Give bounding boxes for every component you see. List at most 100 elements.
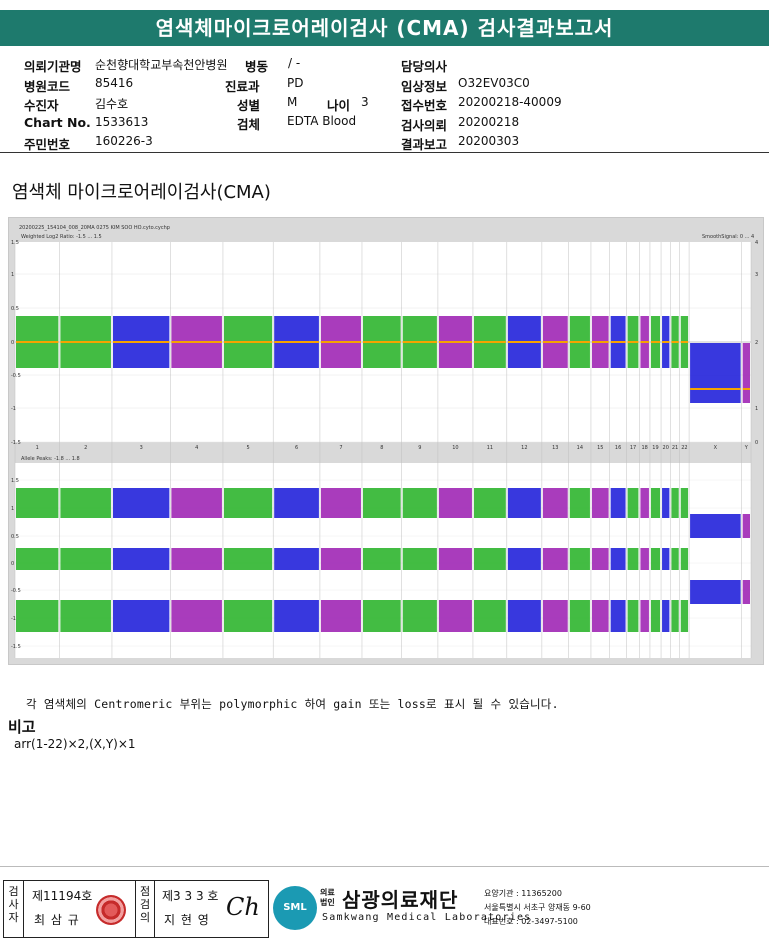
- chr-label-13: 13: [552, 445, 558, 451]
- allele-band-bottom-chr18: [640, 600, 649, 632]
- allele-band-bottom-chr19: [650, 600, 661, 632]
- signature-box: 검사자 제11194호 최 삼 규 점검의 제3 3 3 호 지 현 영 Ch: [3, 880, 269, 938]
- log2-tick--1.5: -1.5: [11, 440, 21, 446]
- allele-band-top-chr13: [542, 488, 568, 518]
- chr-label-9: 9: [418, 445, 421, 451]
- plot-bottom-title: Allele Peaks: -1.8 ... 1.8: [21, 456, 80, 462]
- footer: 검사자 제11194호 최 삼 규 점검의 제3 3 3 호 지 현 영 Ch …: [0, 866, 769, 947]
- allele-band-bottom-chr16: [610, 600, 626, 632]
- chr-label-22: 22: [681, 445, 687, 451]
- chr-label-2: 2: [84, 445, 87, 451]
- allele-band-top-chr15: [591, 488, 609, 518]
- report-date-label: 결과보고: [401, 137, 448, 152]
- allele-band-top-chr20: [662, 488, 670, 518]
- allele-band-mid-chr3: [112, 548, 170, 570]
- smooth-tick-2: 2: [755, 340, 758, 346]
- examinee-value: 김수호: [95, 97, 129, 111]
- allele-band-top-chr8: [362, 488, 401, 518]
- allele-band-bottom-chr10: [438, 600, 472, 632]
- report-title: 염색체마이크로어레이검사 (CMA) 검사결과보고서: [0, 10, 769, 46]
- chr-label-15: 15: [597, 445, 603, 451]
- allele-band-top-chr2: [60, 488, 111, 518]
- allele-band-top-chr12: [507, 488, 541, 518]
- log2-tick--0.5: -0.5: [11, 373, 21, 379]
- allele-band-top-chr22: [680, 488, 689, 518]
- header-divider: [0, 152, 769, 153]
- allele-tick--0.5: -0.5: [11, 588, 21, 594]
- allele-band-mid-chr21: [671, 548, 679, 570]
- smooth-tick-0: 0: [755, 440, 758, 446]
- allele-tick--1.5: -1.5: [11, 644, 21, 650]
- footer-divider: [0, 866, 769, 867]
- chr-label-8: 8: [380, 445, 383, 451]
- request-label: 검사의뢰: [401, 118, 448, 133]
- cma-plot: 20200225_154104_008_20MA 0275 KIM SOO HO…: [8, 217, 764, 665]
- remark-title: 비고: [8, 718, 36, 736]
- allele-band-top-chr14: [569, 488, 590, 518]
- allele-tick-0: 0: [11, 561, 14, 567]
- log2-tick-1.5: 1.5: [11, 240, 19, 246]
- allele-band-mid-chr17: [627, 548, 639, 570]
- allele-band-top-chr6: [274, 488, 319, 518]
- sex-label: 성별: [237, 98, 261, 113]
- allele-band-bottom-chr15: [591, 600, 609, 632]
- remark-text: arr(1-22)×2,(X,Y)×1: [14, 737, 136, 751]
- sex-value: M: [287, 95, 298, 109]
- allele-band-mid-chr11: [473, 548, 506, 570]
- centromeric-note: 각 염색체의 Centromeric 부위는 polymorphic 하여 ga…: [26, 697, 559, 711]
- dept-value: PD: [287, 76, 304, 90]
- allele-band-bottom-chrY: [742, 580, 750, 604]
- chr-label-11: 11: [487, 445, 493, 451]
- chr-label-4: 4: [195, 445, 198, 451]
- chr-label-Y: Y: [744, 445, 749, 451]
- care-code: 요양기관 : 11365200: [484, 889, 562, 898]
- allele-band-bottom-chr6: [274, 600, 319, 632]
- log2-band-chrX: [690, 343, 741, 403]
- rrn-label: 주민번호: [24, 137, 71, 152]
- dept-label: 진료과: [225, 79, 260, 94]
- clinical-value: O32EV03C0: [458, 76, 530, 90]
- allele-band-mid-chr5: [223, 548, 273, 570]
- logo-name: 삼광의료재단: [342, 888, 459, 912]
- chr-label-5: 5: [246, 445, 249, 451]
- allele-tick--1: -1: [11, 616, 16, 622]
- allele-band-bottom-chr7: [320, 600, 361, 632]
- allele-band-bottom-chr1: [16, 600, 59, 632]
- smooth-tick-4: 4: [755, 240, 758, 246]
- allele-band-mid-chr14: [569, 548, 590, 570]
- allele-band-mid-chr9: [402, 548, 437, 570]
- examiner-name: 최 삼 규: [34, 913, 80, 927]
- allele-band-mid-chr4: [171, 548, 222, 570]
- allele-band-bottom-chr13: [542, 600, 568, 632]
- allele-band-top-chr19: [650, 488, 661, 518]
- allele-band-top-chr4: [171, 488, 222, 518]
- allele-band-bottom-chr2: [60, 600, 111, 632]
- allele-band-mid-chr22: [680, 548, 689, 570]
- plot-file-name: 20200225_154104_008_20MA 0275 KIM SOO HO…: [19, 225, 170, 231]
- ward-label: 병동: [245, 59, 269, 74]
- chr-label-21: 21: [672, 445, 678, 451]
- specimen-value: EDTA Blood: [287, 114, 357, 128]
- allele-band-bottom-chr21: [671, 600, 679, 632]
- allele-band-mid-chr8: [362, 548, 401, 570]
- log2-tick-1: 1: [11, 272, 14, 278]
- chart-label: Chart No.: [24, 115, 91, 130]
- chr-label-20: 20: [663, 445, 669, 451]
- allele-band-top-chr1: [16, 488, 59, 518]
- chr-label-6: 6: [295, 445, 298, 451]
- chr-label-10: 10: [452, 445, 458, 451]
- smooth-tick-3: 3: [755, 272, 758, 278]
- allele-band-bottom-chr12: [507, 600, 541, 632]
- chr-label-1: 1: [36, 445, 39, 451]
- sml-logo-icon: SML: [273, 886, 317, 930]
- allele-band-mid-chr6: [274, 548, 319, 570]
- allele-band-bottom-chr11: [473, 600, 506, 632]
- allele-tick-0.5: 0.5: [11, 534, 19, 540]
- allele-band-bottom-chr20: [662, 600, 670, 632]
- allele-band-top-chr3: [112, 488, 170, 518]
- log2-tick--1: -1: [11, 406, 16, 412]
- specimen-label: 검체: [237, 117, 261, 132]
- allele-band-top-chrX: [690, 514, 741, 538]
- chart-value: 1533613: [95, 115, 149, 129]
- receipt-label: 접수번호: [401, 98, 448, 113]
